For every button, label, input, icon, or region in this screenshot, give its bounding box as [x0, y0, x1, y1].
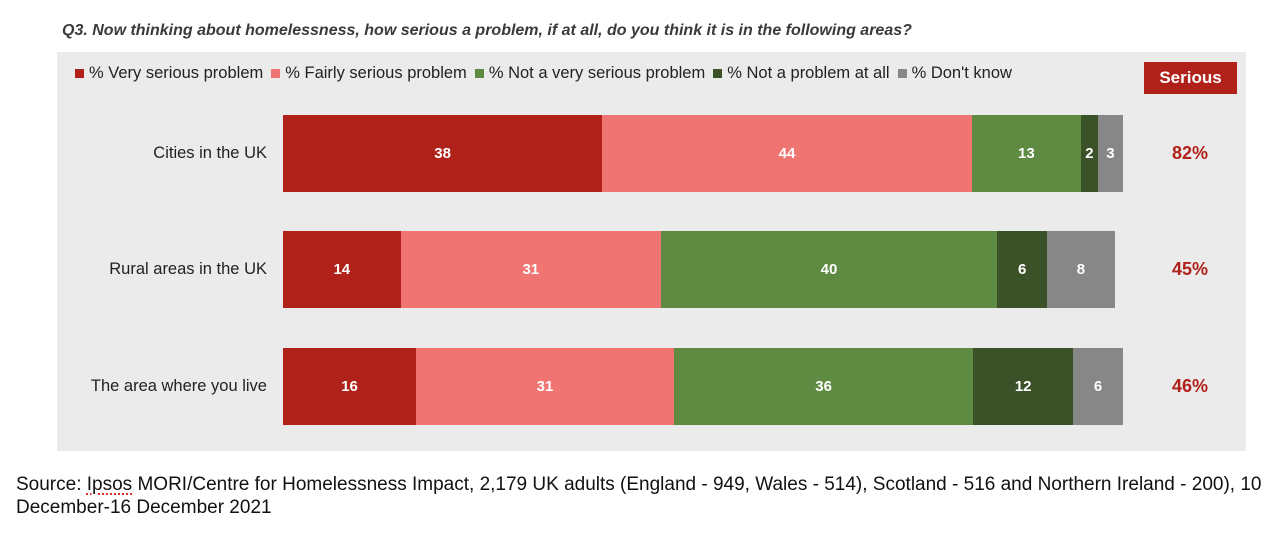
legend-label: % Very serious problem [89, 64, 264, 82]
bar-segment: 6 [1073, 348, 1123, 425]
legend-item: % Don't know [897, 64, 1012, 83]
legend: % Very serious problem % Fairly serious p… [75, 64, 1020, 83]
bar-segment: 16 [283, 348, 417, 425]
category-label: Rural areas in the UK [109, 260, 267, 278]
data-label: 38 [434, 145, 451, 162]
category-label: The area where you live [90, 377, 267, 395]
stacked-bar: 16 31 36 12 6 [283, 348, 1123, 425]
legend-label: % Not a very serious problem [488, 64, 706, 82]
bar-segment: 38 [283, 115, 603, 192]
legend-item: % Very serious problem [75, 64, 263, 83]
data-label: 6 [1093, 378, 1103, 395]
legend-item: % Fairly serious problem [271, 64, 467, 83]
legend-item: % Not a problem at all [713, 64, 890, 83]
bar-segment: 8 [1047, 231, 1115, 308]
bar-segment: 44 [602, 115, 972, 192]
legend-swatch [713, 69, 723, 78]
serious-total: 46% [1171, 376, 1209, 396]
bar-segment: 14 [283, 231, 401, 308]
serious-header-badge: Serious [1144, 62, 1237, 94]
legend-label: % Not a problem at all [727, 64, 890, 82]
legend-item: % Not a very serious problem [474, 64, 706, 83]
bar-segment: 6 [996, 231, 1048, 308]
source-note: Source: Ipsos MORI/Centre for Homelessne… [16, 473, 1266, 519]
data-label: 44 [778, 145, 796, 162]
data-label: 8 [1076, 261, 1086, 278]
data-label: 31 [522, 261, 540, 278]
stacked-bar: 38 44 13 2 3 [283, 115, 1123, 192]
bar-segment: 31 [416, 348, 674, 425]
data-label: 14 [333, 261, 351, 278]
legend-label: % Fairly serious problem [285, 64, 467, 82]
legend-swatch [474, 69, 484, 78]
legend-swatch [75, 69, 84, 78]
bar-segment: 3 [1097, 115, 1123, 192]
bar-segment: 13 [971, 115, 1081, 192]
source-rest: MORI/Centre for Homelessness Impact, 2,1… [16, 474, 1262, 518]
data-label: 31 [536, 378, 554, 395]
bar-segment: 36 [673, 348, 974, 425]
data-label: 12 [1014, 378, 1032, 395]
chart-title: Q3. Now thinking about homelessness, how… [62, 22, 912, 39]
data-label: 6 [1018, 261, 1027, 278]
data-label: 13 [1018, 145, 1035, 162]
category-label: Cities in the UK [153, 144, 267, 162]
legend-label: % Don't know [911, 64, 1012, 82]
source-prefix: Source: [16, 474, 87, 495]
bar-segment: 12 [973, 348, 1074, 425]
data-label: 40 [820, 261, 838, 278]
data-label: 36 [815, 378, 832, 395]
serious-total: 45% [1171, 259, 1209, 279]
legend-swatch [897, 69, 907, 78]
legend-swatch [271, 69, 281, 78]
bar-segment: 40 [660, 231, 997, 308]
source-ipsos: Ipsos [86, 474, 133, 495]
stacked-bar: 14 31 40 6 8 [283, 231, 1123, 308]
serious-total: 82% [1171, 143, 1209, 163]
bar-segment: 2 [1080, 115, 1098, 192]
data-label: 16 [341, 378, 358, 395]
data-label: 3 [1106, 145, 1115, 162]
bar-segment: 31 [400, 231, 661, 308]
data-label: 2 [1085, 145, 1094, 162]
